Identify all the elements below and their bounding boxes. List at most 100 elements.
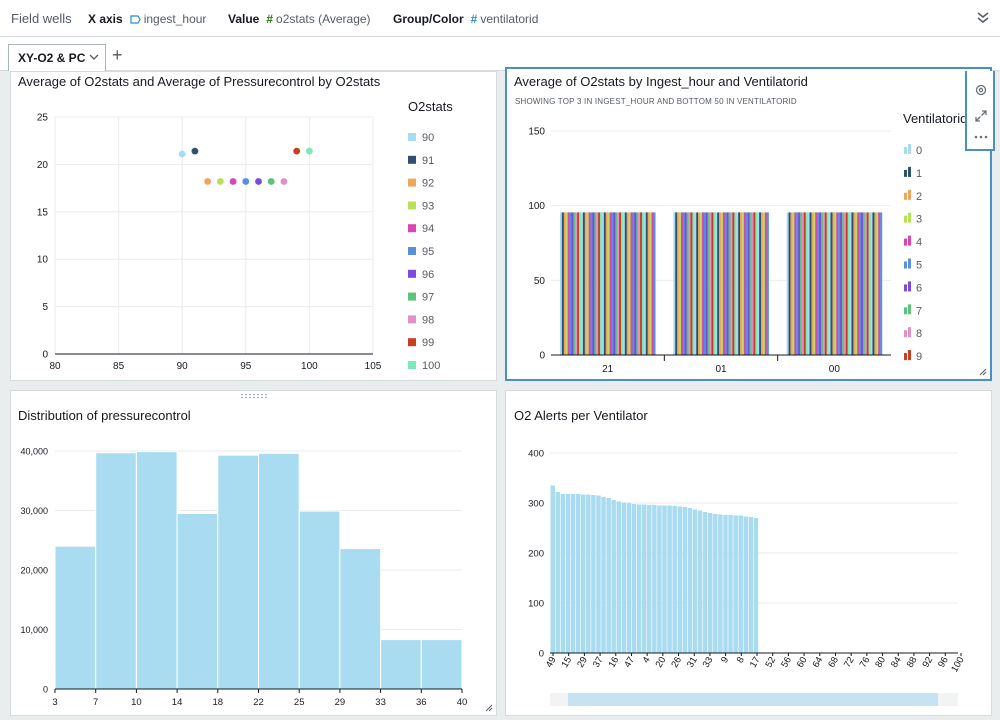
bar	[866, 212, 869, 355]
scatter-point	[242, 178, 250, 185]
bar	[643, 212, 646, 355]
legend-label: 92	[422, 178, 434, 190]
legend-label: 6	[916, 282, 922, 294]
bar	[862, 212, 866, 355]
scrollbar-thumb[interactable]	[568, 693, 938, 706]
x-tick-label: 80	[49, 361, 61, 372]
bar	[726, 212, 729, 355]
grouped-bar-visual[interactable]: Average of O2stats by Ingest_hour and Ve…	[505, 67, 992, 381]
expand-icon[interactable]	[974, 109, 988, 123]
bar	[575, 212, 578, 355]
x-tick-label: 76	[858, 655, 873, 670]
value-well[interactable]: Value # o2stats (Average)	[228, 12, 371, 26]
x-tick-label: 17	[748, 655, 763, 670]
x-axis-well[interactable]: X axis ingest_hour	[88, 12, 206, 26]
sheet-tab-label: XY-O2 & PC	[18, 51, 86, 65]
legend-label: 90	[422, 132, 434, 144]
group-color-label: Group/Color	[393, 12, 464, 26]
collapse-chevron-icon[interactable]	[976, 10, 990, 24]
bar	[679, 212, 682, 355]
legend-label: 98	[422, 314, 434, 326]
bar	[801, 212, 805, 355]
legend-swatch	[904, 215, 907, 223]
bar	[626, 212, 629, 355]
bar	[874, 212, 877, 355]
bar	[631, 504, 637, 653]
legend-swatch	[908, 144, 911, 154]
bar	[673, 212, 676, 355]
scatter-visual[interactable]: Average of O2stats and Average of Pressu…	[10, 71, 497, 381]
histogram-visual[interactable]: Distribution of pressurecontrol 0 10,000 2…	[10, 390, 497, 716]
legend-swatch	[908, 189, 911, 200]
x-tick-label: 9	[719, 655, 731, 665]
bar	[632, 212, 635, 355]
bar	[651, 212, 654, 355]
bar	[762, 212, 766, 355]
bar	[657, 505, 662, 653]
bar	[719, 212, 722, 355]
horizontal-scrollbar[interactable]	[550, 693, 958, 706]
legend-swatch	[904, 284, 907, 292]
bar	[561, 212, 565, 355]
drag-handle-icon[interactable]	[240, 393, 268, 399]
legend-swatch	[408, 201, 416, 210]
bar	[580, 212, 584, 355]
histogram-bin	[380, 639, 422, 690]
bar	[813, 212, 816, 355]
x-tick-label: 00	[829, 364, 841, 375]
bar	[736, 212, 739, 355]
y-tick-label: 0	[43, 685, 48, 695]
x-tick-label: 29	[335, 697, 346, 708]
resize-handle-icon[interactable]	[979, 368, 987, 376]
field-wells-bar: Field wells X axis ingest_hour Value # o…	[0, 0, 1000, 37]
group-color-well[interactable]: Group/Color # ventilatorid	[393, 12, 538, 26]
y-tick-label: 300	[528, 499, 544, 510]
bar	[688, 212, 691, 355]
x-tick-label: 105	[365, 361, 382, 372]
chevron-down-icon[interactable]	[89, 53, 99, 61]
x-tick-label: 85	[113, 361, 125, 372]
bar	[565, 212, 568, 355]
bar	[707, 212, 710, 355]
bar	[682, 212, 685, 355]
bar	[721, 212, 724, 355]
x-tick-label: 84	[889, 655, 904, 670]
bar	[662, 505, 667, 653]
scatter-legend-title: O2stats	[408, 99, 453, 114]
legend-swatch	[408, 361, 416, 369]
add-sheet-button[interactable]: +	[112, 45, 123, 65]
x-tick-label: 60	[795, 655, 810, 670]
histogram-bin	[217, 454, 260, 690]
bar	[830, 212, 833, 355]
bar	[794, 212, 797, 355]
bar	[820, 212, 824, 355]
x-tick-label: 14	[172, 697, 183, 708]
bar	[851, 212, 854, 355]
bar	[796, 212, 799, 355]
x-tick-label: 52	[763, 655, 778, 670]
bar	[732, 212, 735, 355]
sheet-tab[interactable]: XY-O2 & PC	[8, 44, 106, 71]
bar	[855, 212, 858, 355]
alerts-visual[interactable]: O2 Alerts per Ventilator 0 100 200 300 400 49…	[505, 390, 992, 716]
bar	[733, 515, 738, 653]
more-options-icon[interactable]	[973, 134, 989, 140]
bar	[728, 212, 731, 355]
bar	[573, 212, 576, 355]
gear-icon[interactable]	[974, 83, 988, 97]
field-wells-title[interactable]: Field wells	[11, 11, 72, 26]
value-field: o2stats (Average)	[276, 12, 371, 26]
bar	[738, 212, 741, 355]
histogram-bin	[258, 452, 300, 690]
bar	[555, 492, 561, 653]
x-tick-label: 96	[936, 655, 951, 670]
bar	[711, 212, 714, 355]
y-tick-label: 150	[528, 127, 545, 138]
histogram-title: Distribution of pressurecontrol	[18, 408, 191, 423]
legend-label: 3	[916, 214, 922, 226]
resize-handle-icon[interactable]	[485, 704, 493, 712]
bar	[617, 212, 620, 355]
bar	[809, 212, 812, 355]
bar	[613, 212, 616, 355]
bar	[638, 212, 641, 355]
